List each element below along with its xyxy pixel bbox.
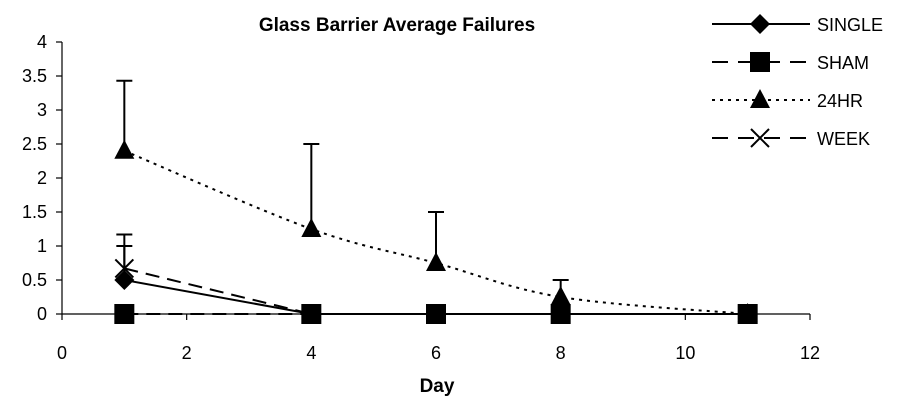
- y-tick-label: 3: [37, 100, 47, 120]
- error-bars: [116, 79, 569, 297]
- error-bar-week: [116, 233, 133, 269]
- axes: 0 0.5 1 1.5 2 2.5 3 3.5 4 0 2 4 6 8 10 12: [22, 32, 820, 363]
- marker-single: [114, 270, 135, 290]
- marker-24hr: [426, 252, 446, 271]
- y-tick-label: 4: [37, 32, 47, 52]
- y-tick-label: 1.5: [22, 202, 47, 222]
- marker-week: [737, 304, 758, 324]
- y-tick-label: 1: [37, 236, 47, 256]
- marker-24hr: [114, 139, 135, 159]
- legend-item-24hr: 24HR: [712, 89, 863, 111]
- y-tick-label: 0: [37, 304, 47, 324]
- legend-label: 24HR: [817, 91, 863, 111]
- x-tick-label: 2: [182, 343, 192, 363]
- legend-label: SHAM: [817, 53, 869, 73]
- markers: [114, 139, 758, 324]
- marker-sham: [114, 304, 135, 324]
- legend-marker: [750, 14, 770, 34]
- x-tick-label: 4: [306, 343, 316, 363]
- y-tick-label: 0.5: [22, 270, 47, 290]
- legend-item-sham: SHAM: [712, 52, 869, 73]
- x-axis-label: Day: [420, 376, 455, 397]
- y-tick-label: 2.5: [22, 134, 47, 154]
- x-tick-label: 8: [556, 343, 566, 363]
- y-tick-label: 3.5: [22, 66, 47, 86]
- marker-week: [426, 304, 446, 324]
- legend-marker: [750, 89, 770, 108]
- chart-title: Glass Barrier Average Failures: [259, 15, 535, 36]
- x-tick-label: 0: [57, 343, 67, 363]
- legend-item-single: SINGLE: [712, 14, 883, 35]
- x-tick-label: 6: [431, 343, 441, 363]
- legend-item-week: WEEK: [712, 128, 870, 149]
- marker-week: [114, 258, 135, 279]
- legend-label: WEEK: [817, 129, 870, 149]
- legend: SINGLE SHAM 24HR WEEK: [712, 14, 883, 149]
- marker-week: [550, 304, 571, 324]
- legend-label: SINGLE: [817, 15, 883, 35]
- series-line-24hr: [123, 149, 748, 315]
- marker-24hr: [737, 303, 758, 322]
- error-bar-24hr: [116, 79, 133, 151]
- x-tick-label: 12: [800, 343, 820, 363]
- y-tick-label: 2: [37, 168, 47, 188]
- legend-marker: [750, 52, 770, 72]
- x-tick-label: 10: [675, 343, 695, 363]
- error-bar-24hr: [303, 143, 320, 229]
- marker-24hr: [550, 286, 571, 305]
- marker-24hr: [301, 218, 322, 237]
- marker-week: [301, 304, 322, 324]
- legend-marker: [750, 128, 770, 148]
